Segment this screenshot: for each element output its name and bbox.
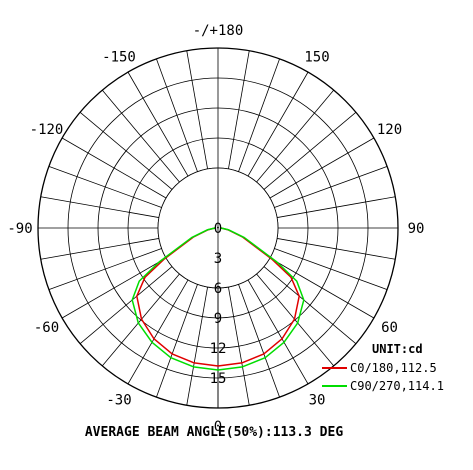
grid-spoke (247, 279, 309, 385)
grid-spoke (48, 166, 162, 208)
grid-spoke (238, 58, 280, 172)
angle-label: 90 (408, 221, 425, 237)
grid-spoke (228, 50, 250, 169)
grid-spoke (127, 71, 189, 177)
radial-tick-label: 9 (214, 311, 222, 327)
grid-spoke (79, 111, 173, 190)
radial-labels: 0 3 6 9 12 15 (210, 221, 227, 387)
grid-spoke (61, 137, 167, 199)
beam-angle-annotation: AVERAGE BEAM ANGLE(50%):113.3 DEG (85, 425, 343, 440)
grid-spoke (40, 238, 159, 260)
grid-spoke (40, 196, 159, 218)
legend-entry-c90: C90/270,114.1 (350, 379, 444, 393)
angle-label: -/+180 (193, 23, 244, 39)
radial-tick-label: 3 (214, 251, 222, 267)
grid-spoke (186, 50, 208, 169)
grid-spoke (274, 248, 388, 290)
angle-label: -150 (102, 50, 136, 66)
radial-tick-label: 15 (210, 371, 227, 387)
legend: UNIT:cd C0/180,112.5 C90/270,114.1 (322, 342, 444, 393)
grid-spoke (256, 89, 335, 183)
angle-label: 60 (381, 320, 398, 336)
angle-label: -60 (34, 320, 59, 336)
grid-spoke (274, 166, 388, 208)
angle-label: 120 (377, 122, 402, 138)
grid-spoke (269, 137, 375, 199)
grid-spoke (247, 71, 309, 177)
grid-spoke (61, 257, 167, 319)
grid-spoke (263, 111, 357, 190)
angle-label: 0 (214, 419, 222, 435)
grid-spoke (269, 257, 375, 319)
series-layer (131, 227, 305, 371)
angle-label: -90 (7, 221, 32, 237)
grid-spoke (156, 58, 198, 172)
grid-spoke (186, 287, 208, 406)
series-line-1 (131, 227, 305, 371)
grid-spoke (156, 284, 198, 398)
grid-spoke (263, 266, 357, 345)
unit-label: UNIT:cd (372, 342, 423, 356)
angle-label: 30 (309, 393, 326, 409)
legend-entry-c0: C0/180,112.5 (350, 361, 437, 375)
radial-tick-label: 0 (214, 221, 222, 237)
series-line-0 (136, 227, 300, 367)
grid-spoke (101, 89, 180, 183)
grid-spoke (228, 287, 250, 406)
grid-spoke (256, 273, 335, 367)
grid-spoke (277, 196, 396, 218)
grid-spoke (127, 279, 189, 385)
grid-spoke (48, 248, 162, 290)
angle-label: -120 (30, 122, 64, 138)
grid-spoke (79, 266, 173, 345)
angle-label: -30 (106, 393, 131, 409)
radial-tick-label: 12 (210, 341, 227, 357)
grid-spoke (238, 284, 280, 398)
grid-spokes (38, 48, 398, 408)
radial-tick-label: 6 (214, 281, 222, 297)
grid-spoke (277, 238, 396, 260)
grid-spoke (101, 273, 180, 367)
angle-label: 150 (304, 50, 329, 66)
